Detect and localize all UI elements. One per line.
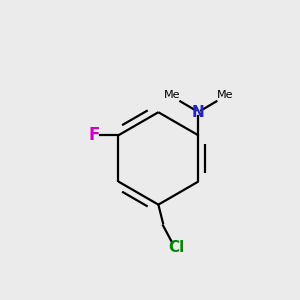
Text: Me: Me: [217, 90, 233, 100]
Text: Me: Me: [164, 90, 180, 100]
Text: F: F: [88, 126, 100, 144]
Text: N: N: [192, 105, 205, 120]
Text: Cl: Cl: [168, 240, 184, 255]
